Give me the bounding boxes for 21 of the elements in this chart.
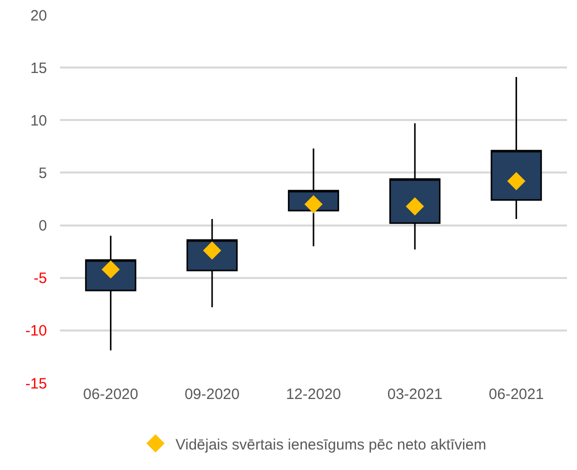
point bbox=[102, 260, 120, 279]
x-tick-label: 12-2020 bbox=[286, 386, 342, 403]
x-tick-label: 09-2020 bbox=[184, 386, 240, 403]
point bbox=[406, 197, 424, 216]
point bbox=[203, 241, 222, 260]
x-tick-label: 03-2021 bbox=[387, 386, 442, 403]
point bbox=[304, 195, 323, 214]
point bbox=[507, 172, 526, 190]
candlestick bbox=[389, 122, 440, 250]
x-tick-label: 06-2020 bbox=[83, 386, 138, 403]
y-tick-label: -5 bbox=[34, 270, 47, 288]
candlestick bbox=[490, 76, 542, 220]
x-tick-label: 06-2021 bbox=[488, 386, 544, 403]
legend-label: Vidējais svērtais ienesīgums pēc neto aktīviem bbox=[176, 436, 486, 454]
y-tick-label: 10 bbox=[30, 112, 47, 130]
y-tick-label: 20 bbox=[30, 7, 47, 24]
y-tick-label: -15 bbox=[25, 375, 47, 392]
y-tick-label: 5 bbox=[38, 164, 47, 182]
y-tick-label: 0 bbox=[38, 218, 47, 235]
y-tick-label: 15 bbox=[30, 60, 47, 77]
y-tick-label: -10 bbox=[25, 322, 47, 340]
